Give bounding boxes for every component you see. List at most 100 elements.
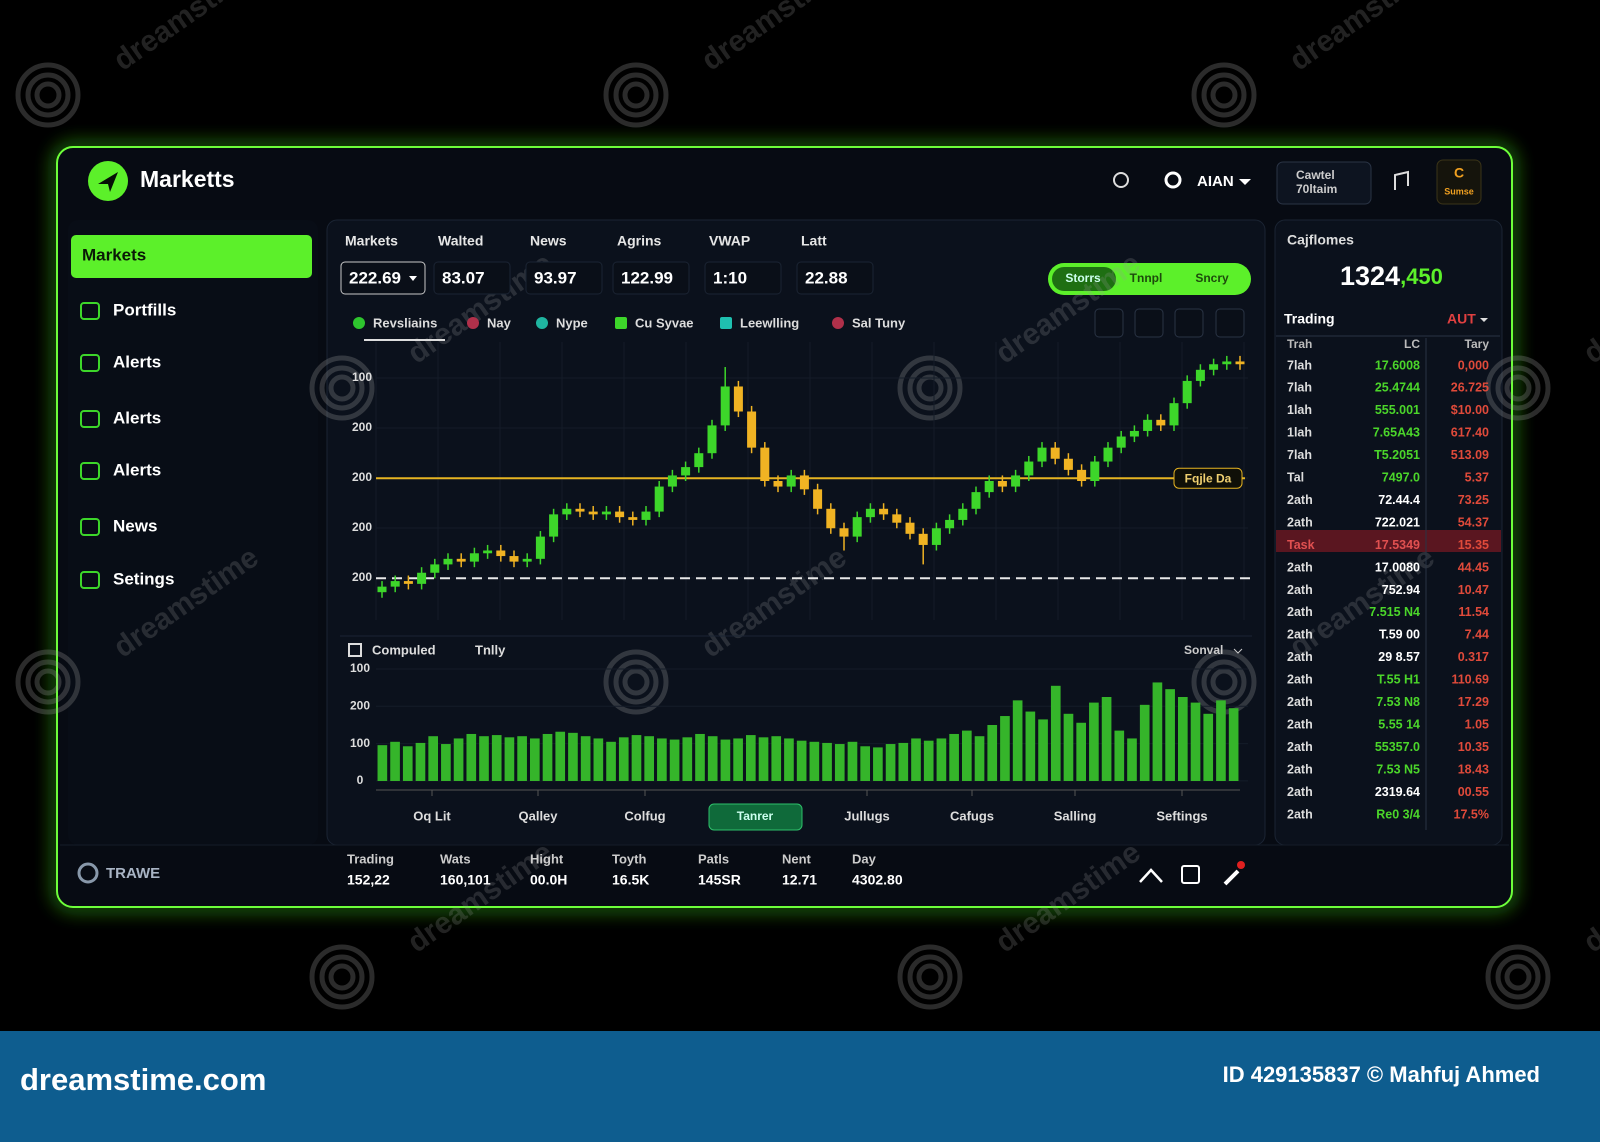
- x-axis-label: Colfug: [624, 808, 665, 823]
- x-axis-label: Cafugs: [950, 808, 994, 823]
- sidebar-item[interactable]: Alerts: [113, 352, 161, 371]
- chart-tool[interactable]: [1094, 308, 1124, 338]
- watermark-spiral: [328, 963, 356, 991]
- candle-body: [1209, 364, 1219, 370]
- legend-label[interactable]: Nype: [556, 315, 588, 330]
- legend-label[interactable]: Sal Tuny: [852, 315, 906, 330]
- sidebar-item[interactable]: Alerts: [113, 460, 161, 479]
- search-icon[interactable]: [1113, 172, 1129, 188]
- orderbook-cell: 513.09: [1451, 448, 1489, 462]
- candle-body: [826, 508, 836, 529]
- stat-box: [704, 261, 782, 295]
- volume-selector[interactable]: Sonval: [1184, 643, 1223, 657]
- watermark-spiral: [309, 944, 375, 1010]
- user-caret[interactable]: [1239, 179, 1251, 185]
- music-icon[interactable]: [1394, 170, 1409, 190]
- volume-bar: [949, 733, 959, 781]
- candle-body: [377, 586, 387, 593]
- notify-dot: [1237, 861, 1245, 869]
- volume-bar: [1000, 716, 1010, 781]
- candle-body: [1143, 419, 1153, 431]
- volume-bar: [479, 736, 489, 781]
- chart-tool[interactable]: [1174, 308, 1204, 338]
- sidebar-item[interactable]: Markets: [82, 245, 146, 264]
- legend-marker: [353, 317, 365, 329]
- toggle-active[interactable]: [1052, 267, 1116, 291]
- volume-axis-label: 200: [350, 698, 370, 712]
- legend-label[interactable]: Revsliains: [373, 315, 437, 330]
- toggle-option[interactable]: Storrs: [1065, 271, 1101, 285]
- orderbook-total: 1324,450: [1340, 261, 1443, 291]
- x-range-label[interactable]: Tanrer: [737, 809, 774, 823]
- volume-title: Compuled: [372, 642, 436, 657]
- toggle-option[interactable]: Sncry: [1195, 271, 1229, 285]
- orderbook-cell: 17.6008: [1375, 358, 1420, 372]
- candle-body: [430, 564, 440, 573]
- volume-bar: [974, 736, 985, 781]
- candle-body: [931, 528, 941, 545]
- legend-label[interactable]: Cu Syvae: [635, 315, 694, 330]
- candle-body: [918, 533, 928, 545]
- volume-bar: [809, 741, 820, 781]
- orderbook-cell: 1.05: [1465, 717, 1489, 731]
- orderbook-cell: 7.65A43: [1373, 426, 1420, 440]
- stat-label: VWAP: [709, 233, 750, 249]
- orderbook-cell: 10.47: [1458, 583, 1489, 597]
- candle-body: [707, 425, 717, 454]
- watermark-spiral: [15, 62, 81, 128]
- candle-body: [733, 386, 743, 412]
- volume-bar: [784, 738, 794, 781]
- volume-bar: [580, 736, 591, 781]
- stat-box: [340, 261, 426, 295]
- footer-stat-label: Nent: [782, 851, 812, 866]
- watermark-spiral: [907, 954, 953, 1000]
- volume-bar: [682, 737, 693, 781]
- candle-body: [535, 536, 545, 559]
- volume-bar: [644, 736, 655, 781]
- account-dropdown[interactable]: [1276, 161, 1372, 205]
- candle-body: [417, 572, 427, 584]
- orderbook-cell: Re0 3/4: [1376, 807, 1420, 821]
- watermark-spiral: [622, 81, 650, 109]
- home-icon[interactable]: [1139, 868, 1163, 883]
- watermark-spiral: [613, 659, 659, 705]
- chart-tool[interactable]: [1134, 308, 1164, 338]
- sidebar-item[interactable]: Portfills: [113, 300, 176, 319]
- orderbook-cell: 17.0080: [1375, 560, 1420, 574]
- volume-bar: [1139, 704, 1150, 781]
- sidebar-icon: [80, 354, 100, 372]
- volume-bar: [873, 747, 883, 781]
- sidebar-item[interactable]: Alerts: [113, 408, 161, 427]
- volume-bar: [517, 736, 527, 781]
- volume-bar: [1101, 697, 1112, 781]
- x-range-button[interactable]: [708, 803, 803, 831]
- stat-value: 122.99: [621, 268, 673, 287]
- doc-icon[interactable]: [1181, 865, 1200, 884]
- legend-label[interactable]: Leewlling: [740, 315, 799, 330]
- sidebar-active[interactable]: [71, 235, 312, 278]
- volume-bar: [1190, 702, 1201, 781]
- toggle-option[interactable]: Tnnpl: [1130, 271, 1163, 285]
- orderbook-cell: 7.53 N8: [1376, 695, 1420, 709]
- candle-body: [971, 492, 981, 509]
- watermark-spiral: [613, 72, 659, 118]
- volume-bar: [555, 731, 566, 781]
- sidebar-item[interactable]: Setings: [113, 569, 174, 588]
- legend-label[interactable]: Nay: [487, 315, 512, 330]
- stat-value: 93.97: [534, 268, 577, 287]
- badge-box[interactable]: [1436, 159, 1482, 205]
- stat-caret: [409, 276, 417, 281]
- badge-line: Sumse: [1444, 186, 1474, 196]
- orderbook-cell: 617.40: [1451, 426, 1489, 440]
- orderbook-selector[interactable]: AUT: [1447, 311, 1476, 327]
- chart-tool[interactable]: [1215, 308, 1245, 338]
- watermark-spiral: [1504, 963, 1532, 991]
- watermark-spiral: [25, 659, 71, 705]
- sidebar-item[interactable]: News: [113, 516, 157, 535]
- x-axis-label: Salling: [1054, 808, 1097, 823]
- candle-body: [997, 481, 1007, 487]
- x-axis-label: Qalley: [518, 808, 558, 823]
- search-icon-bold[interactable]: [1164, 171, 1182, 189]
- orderbook-cell: 2ath: [1287, 695, 1313, 709]
- tool-icon[interactable]: [1223, 869, 1240, 886]
